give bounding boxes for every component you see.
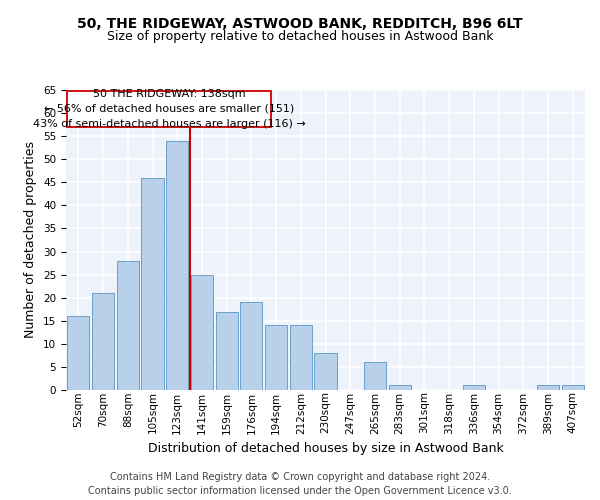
Text: 50 THE RIDGEWAY: 138sqm
← 56% of detached houses are smaller (151)
43% of semi-d: 50 THE RIDGEWAY: 138sqm ← 56% of detache… (33, 89, 305, 128)
X-axis label: Distribution of detached houses by size in Astwood Bank: Distribution of detached houses by size … (148, 442, 503, 455)
Bar (67, 316, 89, 390)
Text: Size of property relative to detached houses in Astwood Bank: Size of property relative to detached ho… (107, 30, 493, 43)
Bar (463, 386, 485, 390)
Bar (364, 362, 386, 390)
Text: 50, THE RIDGEWAY, ASTWOOD BANK, REDDITCH, B96 6LT: 50, THE RIDGEWAY, ASTWOOD BANK, REDDITCH… (77, 18, 523, 32)
Bar (142, 178, 164, 390)
Bar (166, 141, 188, 390)
Bar (240, 302, 262, 390)
Bar (389, 386, 411, 390)
Bar (537, 386, 559, 390)
Text: Contains public sector information licensed under the Open Government Licence v3: Contains public sector information licen… (88, 486, 512, 496)
Y-axis label: Number of detached properties: Number of detached properties (25, 142, 37, 338)
Bar (191, 274, 213, 390)
Bar (314, 353, 337, 390)
Bar (562, 386, 584, 390)
Text: Contains HM Land Registry data © Crown copyright and database right 2024.: Contains HM Land Registry data © Crown c… (110, 472, 490, 482)
Bar (290, 326, 312, 390)
Bar (215, 312, 238, 390)
FancyBboxPatch shape (67, 91, 271, 127)
Bar (92, 293, 114, 390)
Bar (265, 326, 287, 390)
Bar (116, 261, 139, 390)
